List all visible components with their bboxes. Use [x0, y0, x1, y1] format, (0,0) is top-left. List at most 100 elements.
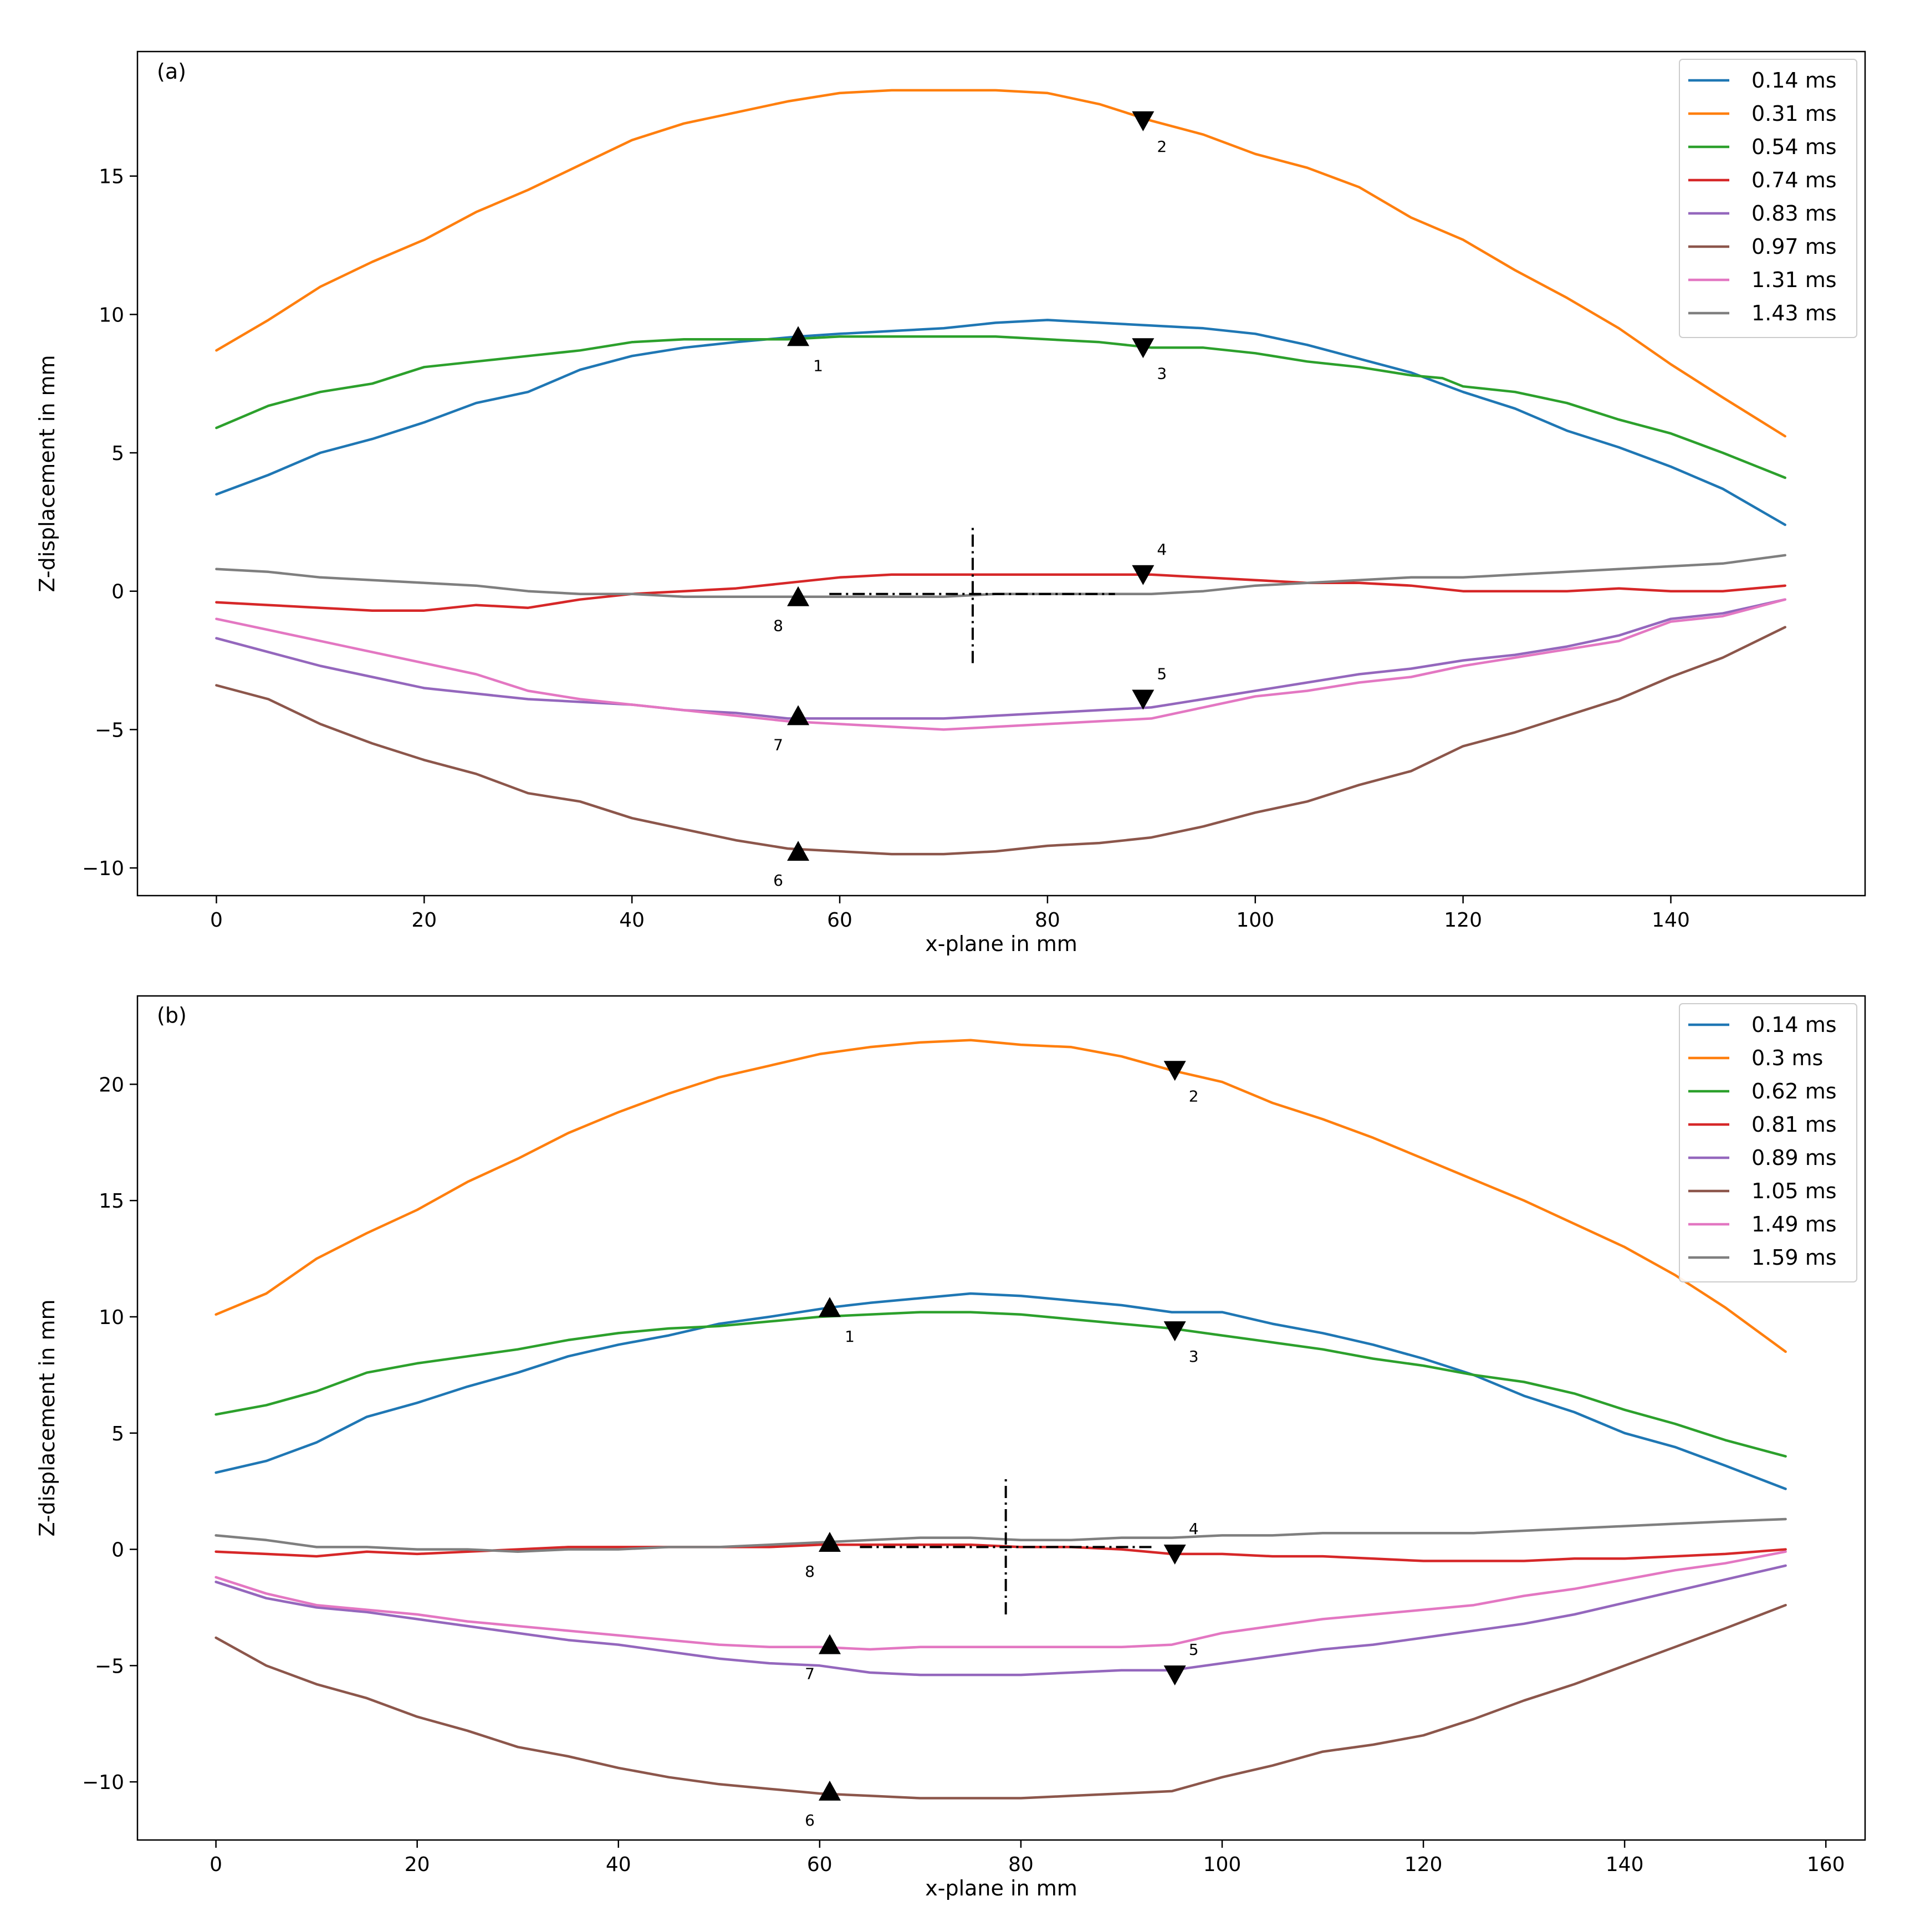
panel-b-x-tick-label-6: 120: [1405, 1853, 1443, 1876]
panel-b-marker-7: [818, 1634, 841, 1654]
panel-a-x-axis-label: x-plane in mm: [925, 932, 1077, 956]
panel-a-x-tick-label-2: 40: [619, 909, 645, 932]
panel-a-legend-label-5: 0.97 ms: [1751, 234, 1837, 259]
panel-b-tag: (b): [157, 1003, 187, 1028]
panel-b-marker-label-8: 8: [805, 1562, 815, 1581]
panel-b-legend-label-7: 1.59 ms: [1751, 1245, 1837, 1270]
panel-a-x-tick-label-0: 0: [210, 909, 223, 932]
panel-a-marker-label-3: 3: [1157, 364, 1167, 382]
panel-a-series-line-0: [215, 319, 1786, 527]
panel-a-marker-label-1: 1: [813, 356, 823, 375]
panel-b-y-axis-label: Z-displacement in mm: [35, 1299, 59, 1536]
panel-b-series-line-1: [214, 1039, 1787, 1353]
panel-b-marker-5: [1163, 1665, 1186, 1686]
panel-b-legend-label-0: 0.14 ms: [1751, 1013, 1837, 1037]
panel-b-x-tick-label-1: 20: [405, 1853, 430, 1876]
panel-a-series: [215, 89, 1786, 856]
panel-b-marker-label-7: 7: [805, 1665, 815, 1683]
panel-b-series-line-4: [214, 1564, 1787, 1677]
panel-b-legend-label-2: 0.62 ms: [1751, 1079, 1837, 1103]
panel-a-marker-label-2: 2: [1157, 137, 1167, 156]
panel-a-marker-7: [787, 705, 810, 725]
panel-a-y-tick-label-5: 15: [99, 166, 124, 188]
panel-a-marker-8: [787, 586, 810, 606]
panel-b-y-tick-label-2: 0: [111, 1539, 124, 1562]
panel-a-marker-3: [1132, 338, 1155, 359]
panel-a-x-tick-label-7: 140: [1652, 909, 1690, 932]
panel-b-legend-label-6: 1.49 ms: [1751, 1212, 1837, 1236]
panel-b-series: [214, 1039, 1787, 1800]
panel-a-marker-label-6: 6: [773, 871, 783, 890]
panel-a-y-tick-label-4: 10: [99, 304, 124, 326]
panel-b-series-line-0: [214, 1292, 1787, 1490]
panel-a-x-tick-label-4: 80: [1035, 909, 1060, 932]
panel-b-series-line-7: [214, 1517, 1787, 1553]
panel-b-legend: 0.14 ms 0.3 ms 0.62 ms 0.81 ms 0.89 ms 1.05 m…: [1679, 1003, 1857, 1282]
panel-b-marker-4: [1163, 1544, 1186, 1565]
panel-a-legend-label-0: 0.14 ms: [1751, 68, 1837, 93]
panel-b-series-line-2: [214, 1311, 1787, 1458]
panel-a-marker-label-4: 4: [1157, 540, 1167, 559]
panel-a-series-line-4: [215, 598, 1786, 720]
panel-a-series-line-3: [215, 573, 1786, 612]
panel-a-series-line-6: [215, 598, 1786, 731]
panel-b-y-tick-label-4: 10: [99, 1306, 124, 1329]
panel-a-plot-frame: [136, 50, 1866, 897]
panel-a-legend-label-6: 1.31 ms: [1751, 268, 1837, 292]
panel-a-marker-1: [787, 326, 810, 346]
panel-a-series-line-2: [215, 335, 1786, 479]
panel-b-x-tick-label-7: 140: [1606, 1853, 1644, 1876]
panel-b-series-line-3: [214, 1543, 1787, 1562]
panel-b-marker-2: [1163, 1061, 1186, 1081]
panel-b-x-tick-label-2: 40: [606, 1853, 631, 1876]
panel-a-legend: 0.14 ms 0.31 ms 0.54 ms 0.74 ms 0.83 ms 0.97 …: [1679, 59, 1857, 338]
panel-b-x-tick-label-0: 0: [210, 1853, 222, 1876]
panel-b-y-tick-label-1: −5: [95, 1655, 124, 1678]
panel-b-y-tick-label-6: 20: [99, 1074, 124, 1096]
panel-b-marker-8: [818, 1531, 841, 1552]
panel-a-y-axis-label: Z-displacement in mm: [35, 355, 59, 592]
panel-a-legend-label-4: 0.83 ms: [1751, 201, 1837, 226]
panel-b-y-tick-label-3: 5: [111, 1423, 124, 1445]
panel-a-tag: (a): [157, 59, 186, 84]
panel-a-legend-label-7: 1.43 ms: [1751, 301, 1837, 325]
panel-b-plot-frame: [136, 995, 1866, 1841]
panel-a-series-line-1: [215, 89, 1786, 438]
panel-b-marker-1: [818, 1297, 841, 1317]
panel-b-y-tick-label-5: 15: [99, 1190, 124, 1213]
panel-a-legend-label-1: 0.31 ms: [1751, 101, 1837, 126]
panel-a-marker-label-7: 7: [773, 735, 783, 754]
panel-a-marker-label-5: 5: [1157, 665, 1167, 683]
panel-b-series-line-5: [214, 1603, 1787, 1800]
panel-b-legend-label-5: 1.05 ms: [1751, 1179, 1837, 1203]
panel-b-marker-label-4: 4: [1189, 1520, 1199, 1538]
panel-a-marker-4: [1132, 565, 1155, 585]
panel-b-series-line-6: [214, 1550, 1787, 1651]
panel-a-marker-5: [1132, 689, 1155, 710]
panel-b-legend-label-1: 0.3 ms: [1751, 1046, 1823, 1070]
panel-a-y-tick-label-2: 0: [111, 581, 124, 604]
panel-b-legend-label-3: 0.81 ms: [1751, 1112, 1837, 1137]
panel-b-x-tick-label-8: 160: [1807, 1853, 1845, 1876]
panel-b-marker-label-5: 5: [1189, 1640, 1199, 1659]
panel-b-marker-label-6: 6: [805, 1811, 815, 1829]
panel-a-y-tick-label-0: −10: [82, 857, 124, 880]
panel-a-series-line-5: [215, 626, 1786, 856]
panel-b-marker-label-3: 3: [1189, 1347, 1199, 1366]
panel-a-x-tick-label-5: 100: [1236, 909, 1274, 932]
panel-b-marker-label-2: 2: [1189, 1087, 1199, 1105]
panel-a-y-tick-label-3: 5: [111, 442, 124, 465]
panel-b-x-tick-label-5: 100: [1203, 1853, 1242, 1876]
panel-a-marker-6: [787, 841, 810, 861]
panel-a-marker-2: [1132, 111, 1155, 131]
panel-a-x-tick-label-3: 60: [827, 909, 852, 932]
panel-b-legend-box: [1679, 1003, 1857, 1282]
panel-b-x-tick-label-3: 60: [807, 1853, 833, 1876]
panel-b-x-axis-label: x-plane in mm: [925, 1876, 1077, 1900]
panel-b-marker-6: [818, 1780, 841, 1801]
panel-a-y-tick-label-1: −5: [95, 719, 124, 742]
